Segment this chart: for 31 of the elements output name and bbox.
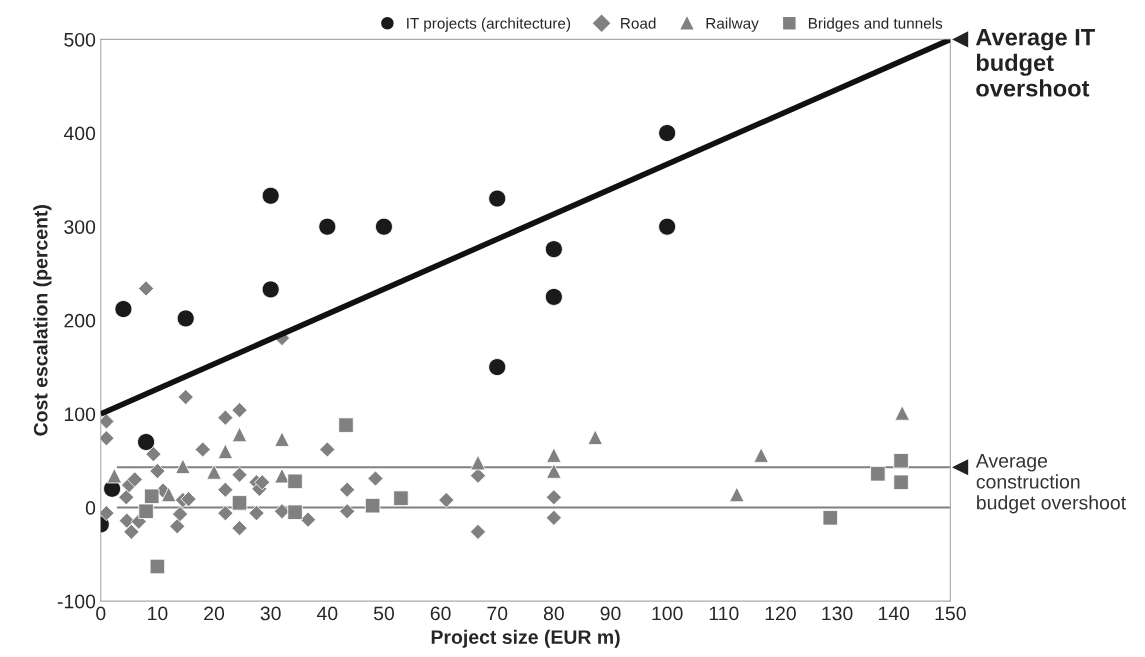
annotation: Average IT budget overshoot [975, 29, 1095, 97]
x-tick-label: 50 [373, 606, 395, 621]
y-tick-label: 0 [85, 501, 96, 515]
ref-line-label: Average construction budget overshoot [975, 454, 1126, 514]
x-tick-label: 130 [822, 606, 853, 621]
x-tick-label: 10 [148, 606, 168, 621]
x-tick-label: 40 [316, 606, 338, 621]
x-tick-label: 150 [935, 606, 966, 621]
x-axis-title: Project size (EUR m) [431, 629, 620, 648]
x-tick-label: 60 [430, 606, 451, 621]
x-tick-label: 110 [709, 606, 739, 621]
x-tick-label: 70 [487, 606, 508, 621]
y-tick-label: 100 [64, 407, 96, 422]
y-tick-label: 400 [63, 126, 96, 141]
legend-label: IT projects (architecture) [407, 17, 571, 32]
legend-label: Road [621, 17, 656, 29]
x-tick-label: 120 [765, 606, 796, 621]
x-tick-label: 30 [260, 606, 281, 621]
y-tick-label: -100 [57, 594, 96, 609]
x-tick-label: 90 [600, 606, 621, 621]
x-tick-label: 140 [878, 606, 910, 621]
legend-label: Railway [706, 17, 759, 32]
y-axis-title: Cost escalation (percent) [33, 205, 52, 436]
x-tick-label: 0 [96, 606, 106, 621]
legend-label: Bridges and tunnels [808, 17, 943, 32]
y-tick-label: 200 [64, 313, 96, 328]
y-tick-label: 300 [64, 220, 96, 234]
x-tick-label: 20 [204, 606, 225, 621]
x-tick-label: 80 [543, 606, 564, 621]
x-tick-label: 100 [652, 606, 683, 621]
y-tick-label: 500 [64, 32, 96, 47]
